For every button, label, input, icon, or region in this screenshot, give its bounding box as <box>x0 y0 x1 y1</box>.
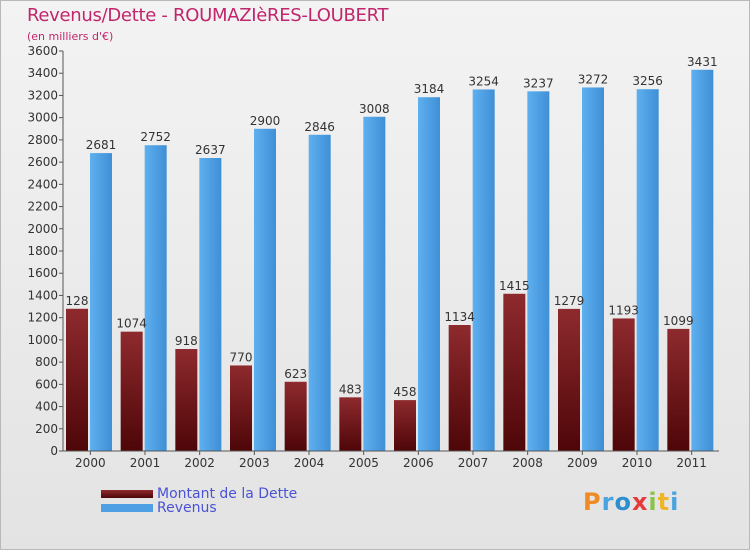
data-label-debt: 623 <box>284 367 307 381</box>
x-tick-label: 2003 <box>239 456 270 470</box>
bar-revenue <box>691 69 714 452</box>
bar-revenue <box>90 153 112 451</box>
data-label-revenue: 3184 <box>414 82 445 96</box>
data-label-revenue: 2752 <box>140 130 171 144</box>
bar-debt <box>394 400 416 451</box>
x-tick-label: 2008 <box>512 456 543 470</box>
bar-revenue <box>472 89 495 451</box>
bar-debt <box>558 308 580 451</box>
y-tick-label: 2000 <box>27 222 58 236</box>
logo-letter: t <box>657 488 671 516</box>
y-tick-label: 1200 <box>27 311 58 325</box>
y-tick-label: 2800 <box>27 133 58 147</box>
bar-revenue <box>254 128 276 451</box>
y-tick-label: 2200 <box>27 200 58 214</box>
logo-letter: r <box>601 488 615 516</box>
y-tick-label: 400 <box>35 400 58 414</box>
bar-debt <box>339 397 362 451</box>
bar-revenue <box>363 116 386 452</box>
x-tick-label: 2007 <box>458 456 489 470</box>
y-tick-label: 0 <box>50 444 58 458</box>
data-label-debt: 483 <box>339 382 362 396</box>
bar-debt <box>503 293 526 451</box>
x-tick-label: 2010 <box>622 456 653 470</box>
data-label-debt: 458 <box>394 385 417 399</box>
y-tick-label: 3400 <box>27 66 58 80</box>
data-label-revenue: 3272 <box>578 72 609 86</box>
logo-letter: o <box>614 488 632 516</box>
bar-debt <box>667 328 690 451</box>
x-tick-label: 2000 <box>75 456 106 470</box>
data-label-revenue: 2900 <box>250 114 281 128</box>
y-tick-label: 1800 <box>27 244 58 258</box>
data-label-revenue: 3254 <box>468 74 499 88</box>
y-tick-label: 2600 <box>27 155 58 169</box>
data-label-debt: 1134 <box>444 310 475 324</box>
y-tick-label: 3600 <box>27 44 58 58</box>
bar-debt <box>230 365 252 451</box>
legend-swatch-debt <box>101 490 153 498</box>
legend-item-revenue: Revenus <box>101 500 297 516</box>
bar-revenue <box>418 97 440 451</box>
bar-revenue <box>308 134 331 451</box>
bar-revenue <box>582 87 604 451</box>
x-tick-label: 2011 <box>676 456 707 470</box>
y-tick-label: 3000 <box>27 111 58 125</box>
y-tick-label: 800 <box>35 355 58 369</box>
chart-title: Revenus/Dette - ROUMAZIèRES-LOUBERT <box>27 5 389 26</box>
data-label-revenue: 3008 <box>359 102 390 116</box>
data-label-revenue: 2637 <box>195 143 226 157</box>
bar-debt <box>120 331 143 451</box>
data-label-debt: 1193 <box>608 303 639 317</box>
data-label-debt: 128 <box>66 294 89 308</box>
x-tick-label: 2009 <box>567 456 598 470</box>
x-tick-label: 2001 <box>130 456 161 470</box>
x-tick-label: 2002 <box>184 456 215 470</box>
y-tick-label: 2400 <box>27 177 58 191</box>
legend-swatch-revenue <box>101 504 153 512</box>
y-tick-label: 1400 <box>27 288 58 302</box>
logo-letter: P <box>583 488 602 516</box>
y-tick-label: 1600 <box>27 266 58 280</box>
data-label-revenue: 2681 <box>86 138 117 152</box>
logo-letter: x <box>631 488 649 516</box>
logo-letter: i <box>648 488 658 516</box>
bar-revenue <box>527 91 550 451</box>
bar-revenue <box>199 158 222 451</box>
x-tick-label: 2004 <box>294 456 325 470</box>
y-tick-label: 600 <box>35 377 58 391</box>
x-tick-label: 2006 <box>403 456 434 470</box>
bar-debt <box>284 381 307 451</box>
legend-label-revenue: Revenus <box>157 500 217 516</box>
proxiti-logo: Proxiti <box>583 488 679 516</box>
bar-revenue <box>636 89 659 451</box>
data-label-revenue: 3256 <box>632 74 663 88</box>
data-label-debt: 1279 <box>554 294 585 308</box>
data-label-debt: 918 <box>175 334 198 348</box>
bar-debt <box>66 308 88 451</box>
data-label-debt: 1099 <box>663 314 694 328</box>
legend-label-debt: Montant de la Dette <box>157 486 298 502</box>
bar-debt <box>612 318 635 451</box>
bar-revenue <box>144 145 167 451</box>
data-label-debt: 1415 <box>499 279 530 293</box>
bar-debt <box>448 325 471 451</box>
y-tick-label: 3200 <box>27 88 58 102</box>
data-label-revenue: 2846 <box>304 120 335 134</box>
logo-letter: i <box>670 488 680 516</box>
chart-legend: Montant de la Dette Revenus <box>101 486 298 516</box>
y-tick-label: 1000 <box>27 333 58 347</box>
legend-item-debt: Montant de la Dette <box>101 486 298 502</box>
data-label-debt: 770 <box>230 350 253 364</box>
chart-subtitle: (en milliers d'€) <box>27 30 114 43</box>
data-label-revenue: 3431 <box>687 55 718 69</box>
data-label-debt: 1074 <box>116 317 147 331</box>
data-label-revenue: 3237 <box>523 76 554 90</box>
bar-debt <box>175 349 198 451</box>
x-tick-label: 2005 <box>348 456 379 470</box>
y-tick-label: 200 <box>35 422 58 436</box>
